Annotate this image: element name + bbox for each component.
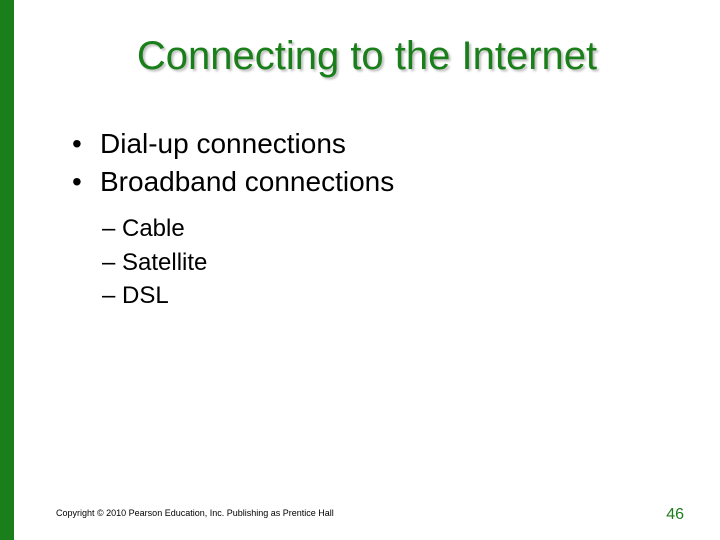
bullet-l2-text: Satellite <box>122 249 207 276</box>
bullet-l2-item: –Cable <box>102 212 207 246</box>
accent-bar <box>0 0 14 540</box>
bullet-dash-icon: – <box>102 279 122 313</box>
bullet-l2-text: Cable <box>122 215 185 242</box>
bullet-l1-text: Broadband connections <box>100 166 394 197</box>
page-number: 46 <box>666 506 684 524</box>
bullet-dot-icon: • <box>72 125 100 163</box>
bullet-dash-icon: – <box>102 212 122 246</box>
slide-body: Connecting to the Internet •Dial-up conn… <box>14 0 720 540</box>
slide-title: Connecting to the Internet <box>14 34 720 79</box>
footer-copyright: Copyright © 2010 Pearson Education, Inc.… <box>56 508 334 518</box>
bullet-l1-text: Dial-up connections <box>100 128 346 159</box>
bullet-dot-icon: • <box>72 163 100 201</box>
bullet-l1-item: •Dial-up connections <box>72 125 394 163</box>
bullets-level1: •Dial-up connections •Broadband connecti… <box>72 125 394 201</box>
bullet-l2-text: DSL <box>122 282 169 309</box>
bullets-level2: –Cable –Satellite –DSL <box>102 212 207 313</box>
bullet-l2-item: –Satellite <box>102 246 207 280</box>
bullet-l1-item: •Broadband connections <box>72 163 394 201</box>
bullet-l2-item: –DSL <box>102 279 207 313</box>
bullet-dash-icon: – <box>102 246 122 280</box>
